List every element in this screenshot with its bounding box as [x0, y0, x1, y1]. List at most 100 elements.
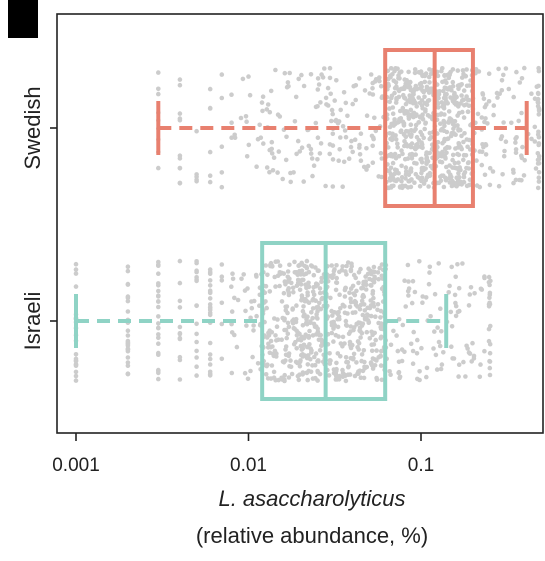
data-point [275, 170, 280, 175]
data-point [73, 271, 79, 276]
data-point [399, 178, 404, 184]
data-point [299, 262, 305, 267]
data-point [487, 372, 493, 378]
data-point [267, 350, 273, 356]
data-point [315, 368, 320, 374]
data-point [342, 128, 348, 133]
data-point [354, 360, 359, 365]
data-point [462, 131, 467, 136]
data-point [207, 310, 213, 316]
data-point [501, 72, 506, 78]
data-point [466, 166, 472, 171]
data-point [364, 312, 370, 317]
data-point [406, 293, 411, 298]
data-point [254, 164, 259, 169]
data-point [408, 79, 413, 85]
data-point [482, 172, 488, 178]
data-point [311, 321, 317, 327]
data-point [467, 83, 472, 88]
data-point [194, 364, 199, 370]
data-point [400, 86, 406, 92]
data-point [456, 285, 462, 291]
data-point [459, 82, 465, 87]
data-point [536, 179, 542, 184]
data-point [419, 178, 424, 184]
data-point [177, 331, 183, 337]
x-axis-label-species: L. asaccharolyticus [218, 486, 405, 511]
data-point [458, 127, 463, 133]
data-point [318, 141, 324, 146]
data-point [311, 272, 317, 278]
data-point [358, 335, 363, 340]
data-point [292, 259, 297, 265]
data-point [207, 86, 213, 92]
data-point [295, 138, 301, 144]
data-point [529, 91, 534, 96]
data-point [370, 143, 376, 149]
data-point [317, 151, 323, 156]
data-point [156, 376, 161, 382]
data-point [348, 329, 353, 334]
data-point [328, 295, 333, 301]
data-point [535, 185, 541, 191]
y-category-label: Israeli [20, 292, 45, 351]
data-point [341, 159, 347, 165]
data-point [334, 374, 339, 379]
data-point [456, 181, 461, 187]
data-point [73, 378, 79, 383]
data-point [456, 160, 461, 165]
data-point [466, 350, 472, 355]
data-point [343, 318, 349, 324]
data-point [313, 351, 319, 356]
data-point [311, 292, 317, 298]
data-point [344, 272, 349, 277]
data-point [486, 99, 492, 104]
data-point [491, 112, 496, 118]
data-point [343, 285, 349, 291]
data-point [329, 107, 335, 113]
data-point [297, 363, 303, 369]
data-point [364, 167, 369, 172]
data-point [334, 360, 339, 366]
data-point [365, 271, 371, 277]
data-point [330, 143, 336, 148]
data-point [405, 129, 411, 134]
data-point [368, 282, 374, 288]
data-point [487, 182, 493, 188]
data-point [194, 260, 199, 266]
data-point [360, 312, 366, 318]
data-point [263, 372, 269, 377]
data-point [373, 314, 378, 320]
data-point [346, 364, 351, 369]
data-point [272, 316, 277, 321]
data-point [177, 117, 183, 123]
data-point [455, 262, 460, 267]
data-point [481, 96, 487, 102]
data-point [519, 76, 525, 81]
data-point [276, 149, 282, 154]
data-point [352, 137, 358, 142]
data-point [251, 323, 256, 328]
data-point [403, 165, 409, 170]
data-point [444, 129, 450, 135]
data-point [479, 287, 485, 292]
data-point [330, 273, 335, 278]
data-point [437, 343, 443, 349]
data-point [350, 101, 356, 107]
data-point [436, 339, 442, 345]
data-point [342, 372, 347, 378]
data-point [293, 359, 299, 365]
data-point [434, 367, 440, 372]
data-point [298, 343, 304, 349]
data-point [282, 327, 287, 333]
data-point [300, 323, 306, 328]
data-point [286, 324, 292, 330]
data-point [308, 72, 314, 77]
data-point [282, 70, 288, 76]
data-point [370, 160, 376, 165]
data-point [533, 166, 539, 171]
data-point [348, 268, 354, 274]
data-point [267, 289, 273, 294]
data-point [277, 263, 283, 269]
data-point [479, 162, 485, 168]
